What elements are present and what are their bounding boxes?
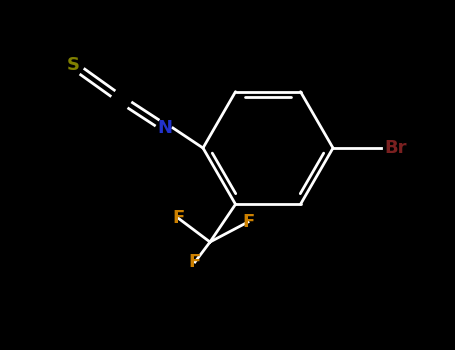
Text: S: S	[66, 56, 80, 74]
Text: F: F	[242, 213, 254, 231]
Text: F: F	[172, 209, 184, 227]
Text: N: N	[157, 119, 172, 137]
Text: Br: Br	[384, 139, 406, 157]
Text: F: F	[189, 253, 201, 271]
